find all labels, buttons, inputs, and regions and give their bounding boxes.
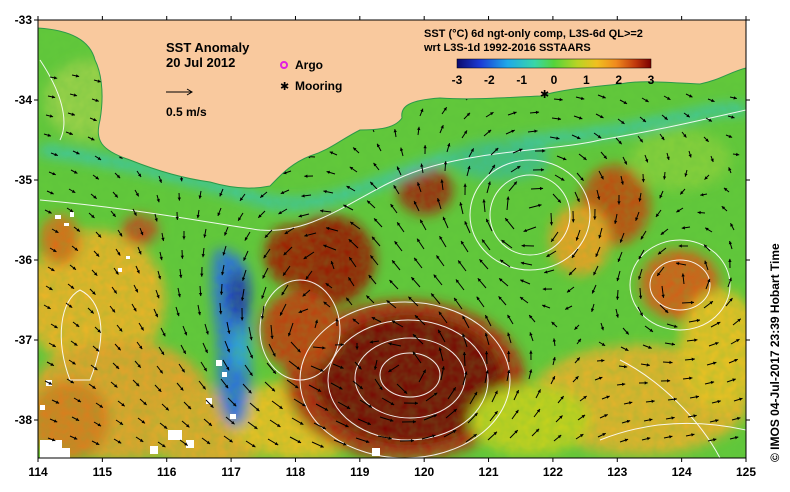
x-tick-label: 124 [672, 465, 692, 479]
x-tick-label: 123 [607, 465, 627, 479]
ssh-contours [39, 59, 746, 458]
y-tick-label: -35 [15, 173, 33, 187]
colorbar-tick-label: -3 [452, 73, 463, 87]
x-tick-label: 120 [414, 465, 434, 479]
colorbar: -3 -2 -1 0 1 2 3 [452, 58, 655, 87]
y-tick-label: -33 [15, 13, 33, 27]
colorbar-tick-label: 0 [551, 73, 558, 87]
mooring-legend: ✱ Mooring [280, 79, 342, 93]
y-axis: -33-34-35-36-37-38 [15, 13, 750, 427]
sst-field [38, 20, 746, 458]
map-date: 20 Jul 2012 [166, 55, 235, 70]
argo-icon [280, 61, 288, 69]
map-title: SST Anomaly [166, 40, 250, 55]
x-tick-label: 114 [28, 465, 48, 479]
y-tick-label: -36 [15, 253, 33, 267]
argo-legend: Argo [280, 58, 323, 72]
colorbar-tick-label: 3 [648, 73, 655, 87]
colorbar-tick-label: -1 [516, 73, 527, 87]
svg-text:Mooring: Mooring [295, 79, 342, 93]
x-tick-label: 119 [350, 465, 370, 479]
product-line-2: wrt L3S-1d 1992-2016 SSTAARS [423, 42, 591, 54]
mooring-marker-icon: ✱ [540, 89, 549, 101]
scale-label: 0.5 m/s [166, 105, 207, 119]
y-tick-label: -34 [15, 93, 33, 107]
x-tick-label: 121 [479, 465, 499, 479]
x-axis: 114 115 116 117 118 119 120 121 122 123 124 125 [28, 16, 756, 479]
svg-text:Argo: Argo [295, 58, 323, 72]
mooring-icon: ✱ [280, 81, 289, 93]
x-tick-label: 115 [93, 465, 113, 479]
x-tick-label: 117 [221, 465, 241, 479]
x-tick-label: 122 [543, 465, 563, 479]
plot-frame [37, 19, 747, 459]
product-line-1: SST (°C) 6d ngt-only comp, L3S-6d QL>=2 [424, 28, 643, 40]
x-tick-label: 125 [736, 465, 756, 479]
current-vectors [43, 60, 743, 448]
x-tick-label: 118 [286, 465, 306, 479]
colorbar-tick-label: 1 [583, 73, 590, 87]
scale-arrow-icon [166, 88, 193, 96]
y-tick-label: -38 [15, 413, 33, 427]
y-tick-label: -37 [15, 333, 33, 347]
x-tick-label: 116 [157, 465, 177, 479]
credit-text: © IMOS 04-Jul-2017 23:39 Hobart Time [768, 243, 782, 462]
colorbar-tick-label: -2 [484, 73, 495, 87]
colorbar-tick-label: 2 [615, 73, 622, 87]
